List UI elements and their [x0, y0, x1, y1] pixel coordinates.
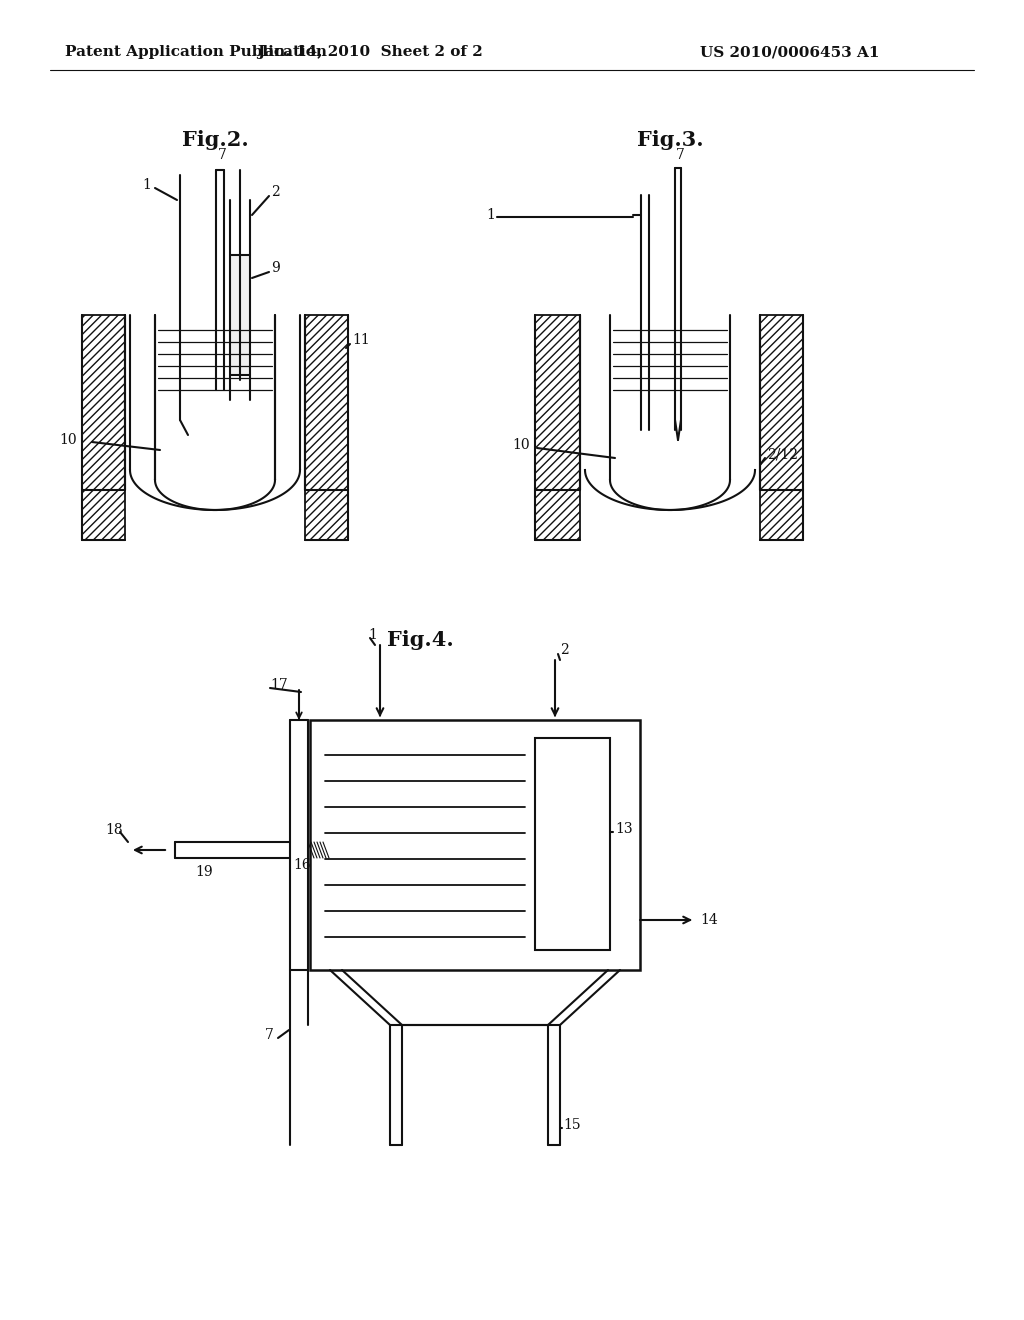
Text: 16: 16 — [293, 858, 310, 873]
Polygon shape — [760, 490, 803, 540]
Polygon shape — [760, 315, 803, 490]
Polygon shape — [82, 490, 125, 540]
Text: 11: 11 — [352, 333, 370, 347]
Text: Fig.3.: Fig.3. — [637, 129, 703, 150]
Text: 7: 7 — [217, 148, 226, 162]
Text: 1: 1 — [368, 628, 377, 642]
Text: Fig.4.: Fig.4. — [387, 630, 454, 649]
Polygon shape — [305, 315, 348, 490]
Text: 1: 1 — [486, 209, 495, 222]
Text: 9: 9 — [271, 261, 280, 275]
Text: 10: 10 — [512, 438, 530, 451]
Text: 2: 2 — [560, 643, 568, 657]
Text: 7: 7 — [676, 148, 684, 162]
Polygon shape — [305, 490, 348, 540]
Bar — [535, 738, 610, 950]
Polygon shape — [535, 490, 580, 540]
Text: Fig.2.: Fig.2. — [181, 129, 249, 150]
Polygon shape — [82, 315, 125, 490]
Text: 13: 13 — [615, 822, 633, 836]
Polygon shape — [535, 315, 580, 490]
Text: 2/12: 2/12 — [767, 447, 798, 462]
Text: Jan. 14, 2010  Sheet 2 of 2: Jan. 14, 2010 Sheet 2 of 2 — [257, 45, 483, 59]
Text: 2: 2 — [271, 185, 280, 199]
Text: 19: 19 — [195, 865, 213, 879]
Text: 15: 15 — [563, 1118, 581, 1133]
Text: 18: 18 — [105, 822, 123, 837]
Bar — [310, 719, 640, 970]
Text: 17: 17 — [270, 678, 288, 692]
Text: US 2010/0006453 A1: US 2010/0006453 A1 — [700, 45, 880, 59]
Text: 7: 7 — [265, 1028, 273, 1041]
Text: Patent Application Publication: Patent Application Publication — [65, 45, 327, 59]
Text: 1: 1 — [142, 178, 151, 191]
Bar — [230, 255, 250, 375]
Text: 10: 10 — [59, 433, 77, 447]
Text: 14: 14 — [700, 913, 718, 927]
